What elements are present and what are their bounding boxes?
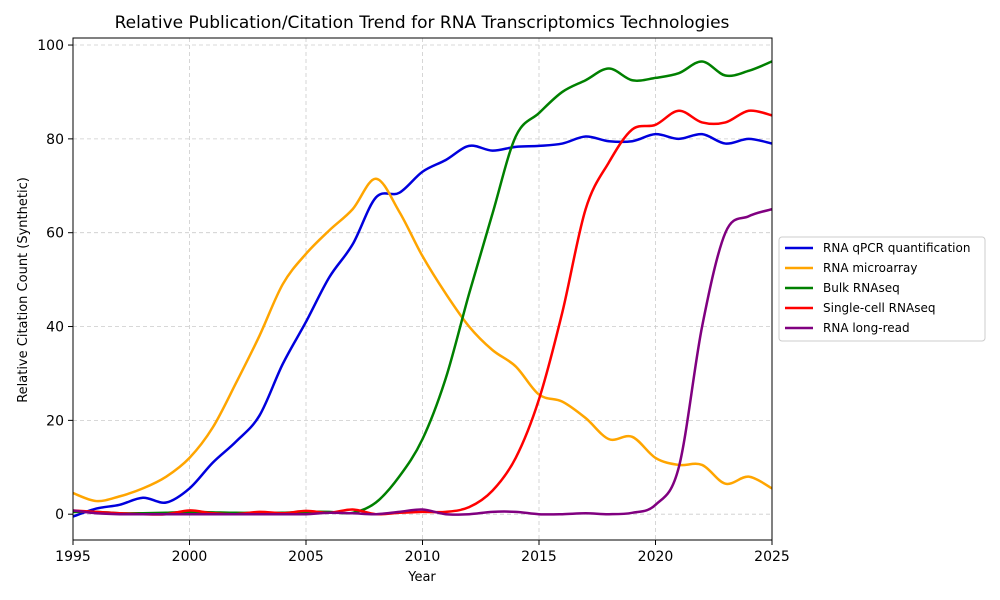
x-tick-label: 2005 [288, 549, 324, 565]
y-tick-label: 20 [46, 413, 64, 429]
y-tick-label: 40 [46, 320, 64, 336]
grid-lines [72, 38, 773, 540]
series-line-rna-long-read [73, 207, 772, 516]
legend-box [778, 236, 986, 342]
y-tick-label: 80 [46, 132, 64, 148]
legend-label-bulk-rnaseq: Bulk RNAseq [823, 281, 900, 295]
legend: RNA qPCR quantification RNA microarray Bul… [778, 236, 986, 342]
series-line-single-cell-rnaseq [73, 109, 772, 516]
series-group [73, 60, 772, 518]
y-tick-label: 100 [37, 38, 64, 54]
y-axis-ticks: 0 20 40 60 80 100 [37, 38, 73, 523]
x-tick-label: 2000 [172, 549, 208, 565]
legend-label-rna-qpcr-quantification: RNA qPCR quantification [823, 241, 970, 255]
plot-frame [72, 37, 773, 541]
x-tick-label: 2025 [754, 549, 790, 565]
legend-label-rna-long-read: RNA long-read [823, 321, 910, 335]
y-tick-label: 0 [55, 507, 64, 523]
y-tick-label: 60 [46, 226, 64, 242]
series-line-rna-microarray [73, 177, 772, 503]
series-line-bulk-rnaseq [73, 60, 772, 515]
series-line-rna-qpcr-quantification [73, 132, 772, 518]
legend-label-rna-microarray: RNA microarray [823, 261, 917, 275]
legend-label-single-cell-rnaseq: Single-cell RNAseq [823, 301, 935, 315]
chart-title: Relative Publication/Citation Trend for … [115, 13, 730, 33]
x-tick-label: 2010 [405, 549, 441, 565]
x-tick-label: 2020 [638, 549, 674, 565]
x-tick-label: 2015 [521, 549, 557, 565]
y-axis-label: Relative Citation Count (Synthetic) [16, 177, 31, 403]
x-tick-label: 1995 [55, 549, 91, 565]
x-axis-ticks: 1995 2000 2005 2010 2015 2020 2025 [55, 540, 790, 565]
x-axis-label: Year [407, 570, 436, 585]
